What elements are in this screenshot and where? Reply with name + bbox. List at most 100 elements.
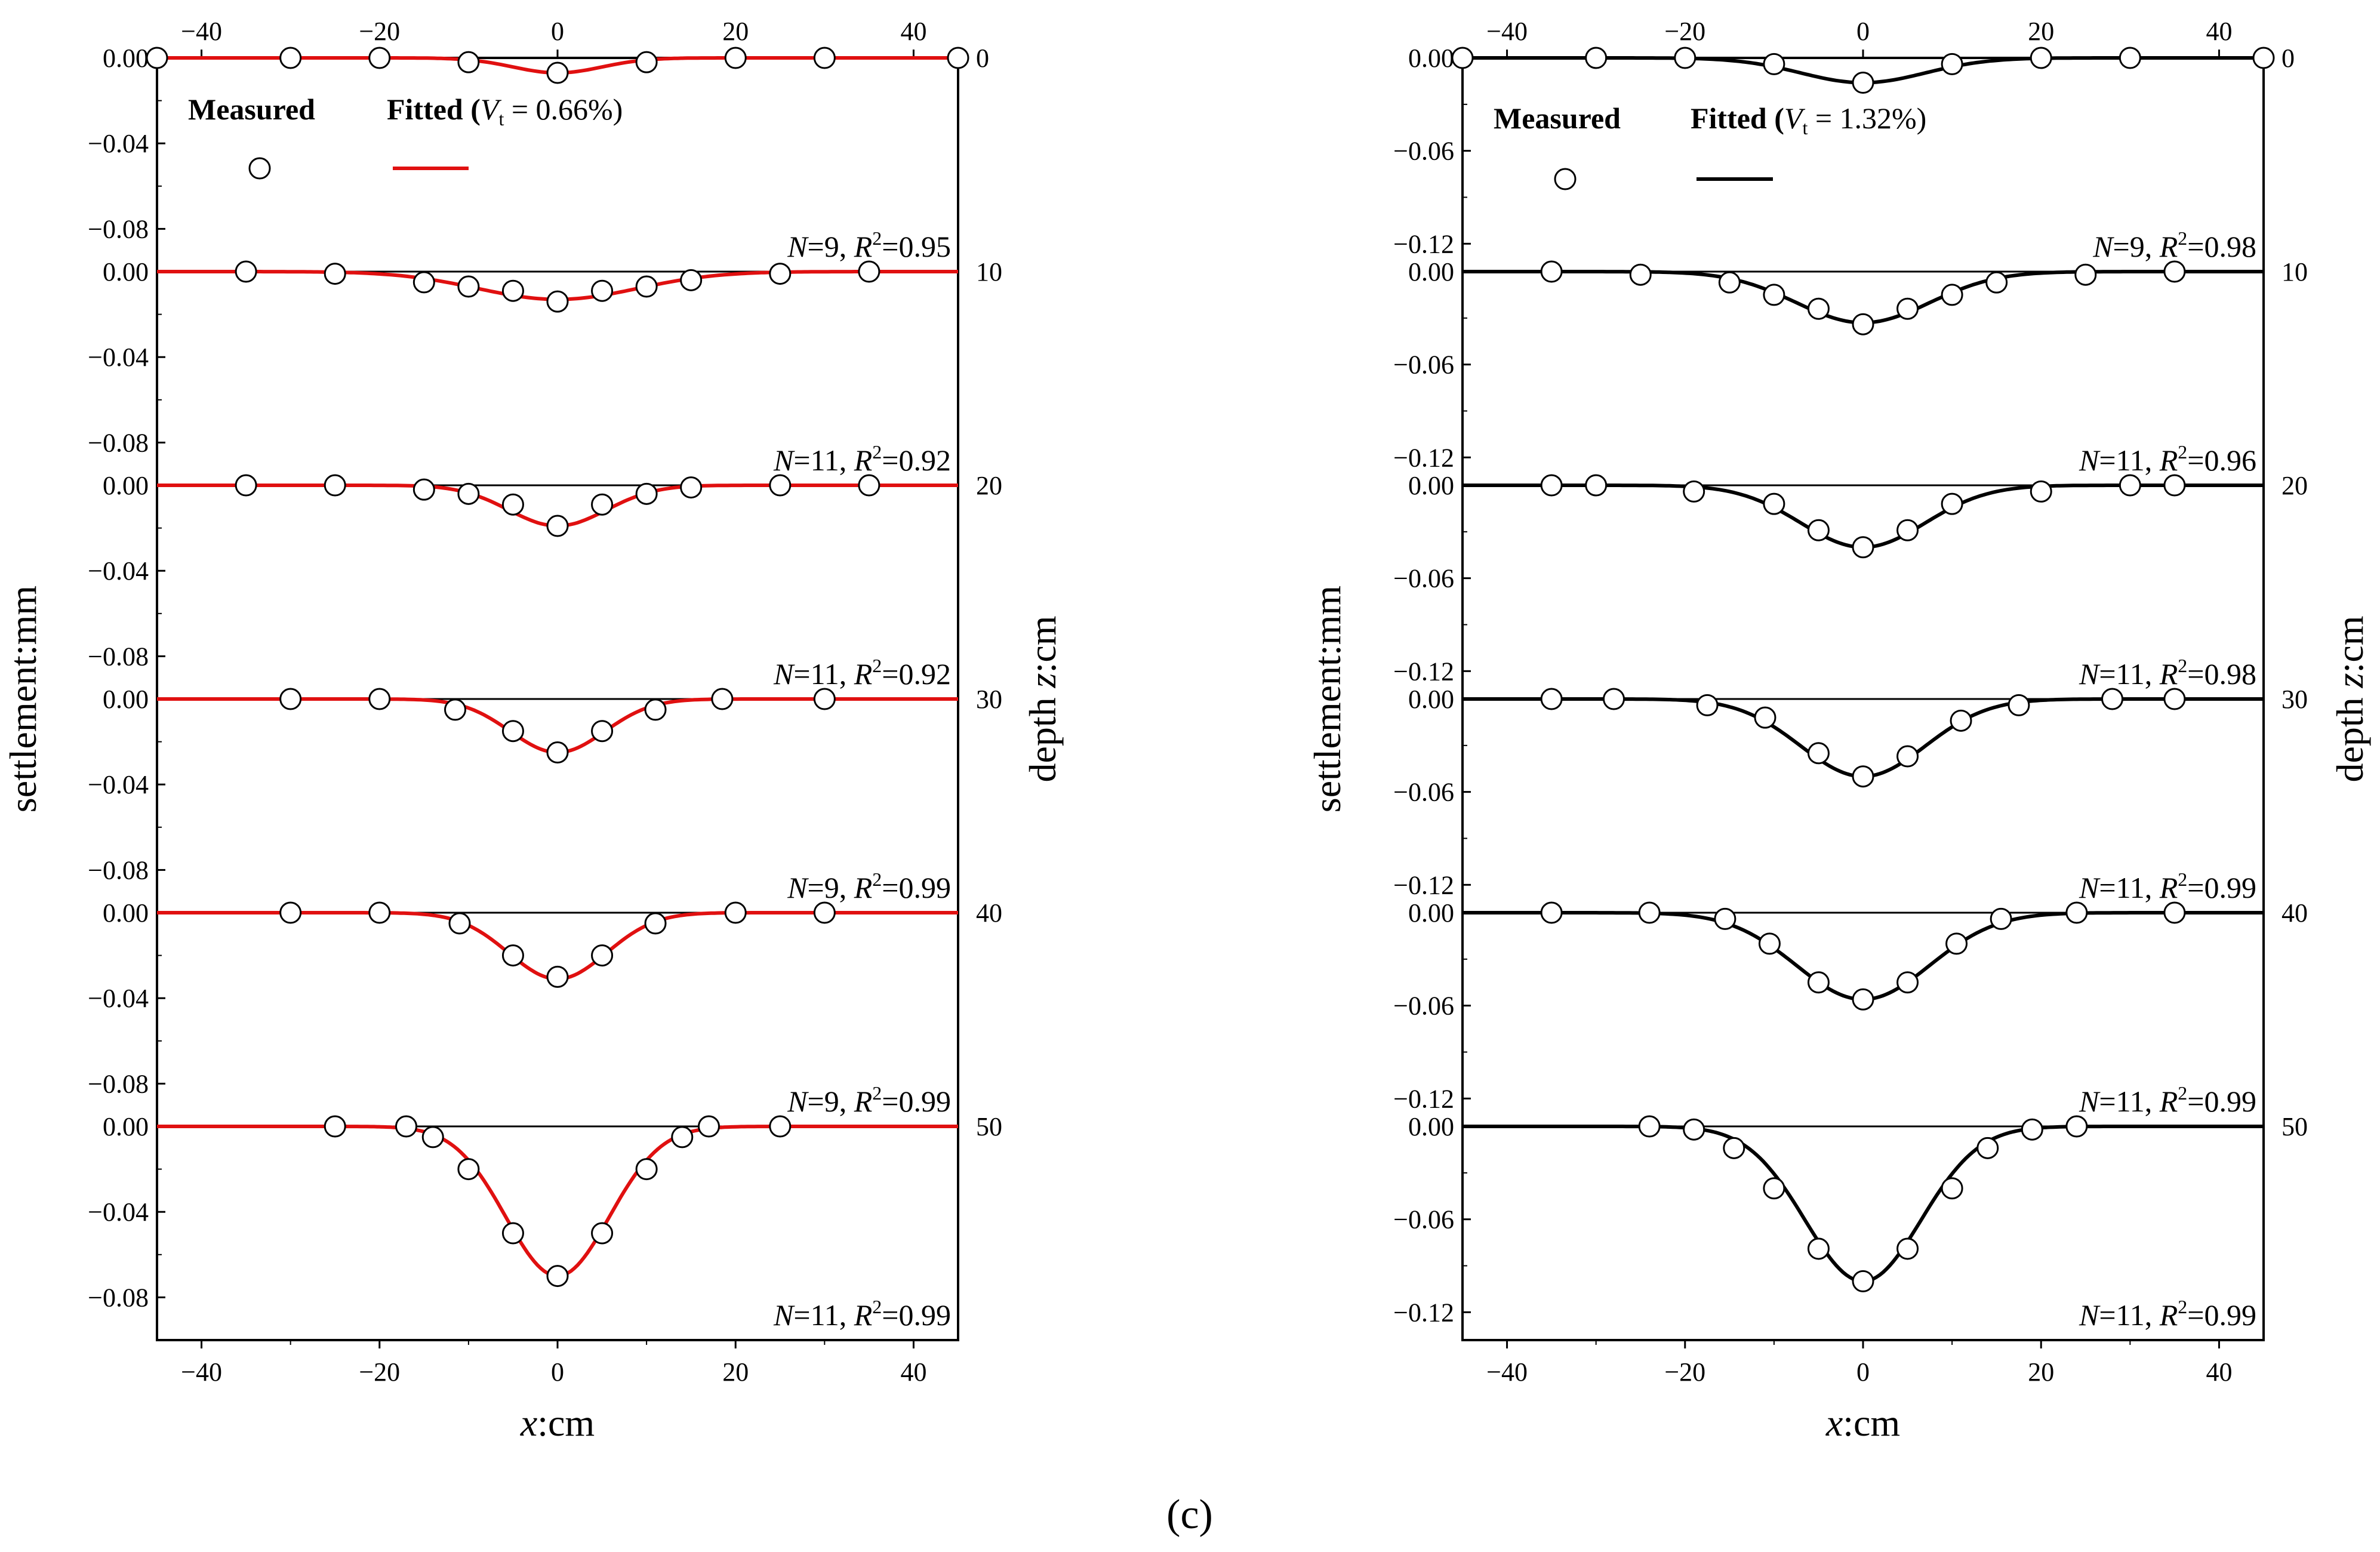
left-measured-point — [711, 688, 734, 710]
right-measured-point — [2163, 474, 2186, 497]
left-y-tick-label: 0.00 — [103, 44, 149, 73]
right-measured-point — [1696, 694, 1719, 716]
right-measured-point — [2021, 1118, 2043, 1141]
left-depth-axis-title: depth z:cm — [1021, 615, 1064, 782]
left-fit-annotation: N=9, R2=0.99 — [787, 869, 951, 904]
left-measured-point — [769, 474, 792, 497]
left-measured-point — [501, 279, 524, 302]
left-measured-point — [324, 474, 346, 497]
right-x-axis-title: x:cm — [1825, 1402, 1900, 1444]
left-measured-point — [501, 720, 524, 743]
right-measured-point — [1602, 688, 1625, 710]
right-y-tick-label: −0.06 — [1393, 137, 1454, 166]
left-measured-point — [546, 61, 569, 84]
left-measured-point — [813, 901, 836, 924]
right-measured-point — [1896, 519, 1919, 541]
right-measured-point — [1896, 745, 1919, 768]
right-subplot-row: 0.00 −0.06 −0.12 30 N=11, R2=0.99 — [1393, 685, 2308, 904]
right-measured-point — [2074, 263, 2097, 286]
left-y-tick-label: 0.00 — [103, 685, 149, 714]
right-subplot-row: 0.00 −0.06 −0.12 50 N=11, R2=0.99 — [1393, 1112, 2308, 1332]
right-subplot-row: 0.00 −0.06 −0.12 10 N=11, R2=0.96 — [1393, 257, 2308, 477]
right-measured-point — [1723, 1137, 1745, 1159]
right-measured-point — [2252, 47, 2275, 69]
left-measured-point — [813, 688, 836, 710]
right-measured-point — [1852, 765, 1874, 788]
left-fit-annotation: N=9, R2=0.99 — [787, 1082, 951, 1118]
right-panel: −40 −40 −20 −20 0 0 20 20 40 40 x:cm settlement:mm d… — [1306, 17, 2371, 1444]
right-measured-point — [1852, 536, 1874, 559]
right-bottom-x-tick-label: −40 — [1486, 1357, 1528, 1387]
figure-caption: (c) — [1166, 1492, 1213, 1538]
left-y-tick-label: −0.08 — [88, 855, 149, 885]
left-measured-point — [501, 1222, 524, 1245]
right-fit-annotation: N=9, R2=0.98 — [2092, 227, 2256, 263]
left-depth-tick-label: 50 — [976, 1112, 1002, 1141]
right-measured-point — [1852, 72, 1874, 94]
left-y-tick-label: 0.00 — [103, 257, 149, 287]
left-measured-point — [146, 47, 168, 69]
left-y-tick-label: −0.08 — [88, 1283, 149, 1312]
left-measured-point — [546, 290, 569, 313]
left-fit-annotation: N=11, R2=0.99 — [773, 1296, 951, 1332]
left-bottom-x-tick-label: 0 — [551, 1357, 564, 1387]
right-y-tick-label: −0.12 — [1393, 229, 1454, 258]
left-measured-point — [644, 912, 667, 935]
right-y-tick-label: 0.00 — [1408, 257, 1454, 287]
left-fit-annotation: N=11, R2=0.92 — [773, 441, 951, 477]
left-subplot-row: 0.00 −0.04 −0.08 20 N=11, R2=0.92 — [88, 471, 1002, 691]
left-legend-measured-label: Measured — [188, 93, 315, 126]
right-bottom-x-tick-label: −20 — [1664, 1357, 1705, 1387]
right-measured-point — [1683, 1118, 1705, 1141]
left-measured-point — [501, 944, 524, 967]
right-measured-point — [2163, 688, 2186, 710]
right-measured-point — [2119, 474, 2141, 497]
right-y-tick-label: −0.12 — [1393, 1084, 1454, 1113]
right-bottom-x-tick-label: 20 — [2028, 1357, 2054, 1387]
left-measured-point — [635, 1158, 658, 1181]
left-measured-point — [591, 944, 614, 967]
right-bottom-x-tick-label: 40 — [2206, 1357, 2232, 1387]
left-legend: Measured Fitted (Vt = 0.66%) — [188, 93, 623, 180]
right-measured-point — [2065, 901, 2088, 924]
left-measured-point — [457, 275, 480, 298]
right-measured-point — [1714, 907, 1736, 930]
right-y-tick-label: 0.00 — [1408, 471, 1454, 500]
left-measured-point — [635, 51, 658, 73]
left-measured-point — [235, 474, 257, 497]
right-y-tick-label: 0.00 — [1408, 44, 1454, 73]
left-subplot-row: 0.00 −0.04 −0.08 0 N=9, R2=0.95 — [88, 44, 989, 263]
right-subplot-row: 0.00 −0.06 −0.12 0 N=9, R2=0.98 — [1393, 44, 2295, 263]
right-measured-point — [1585, 474, 1608, 497]
left-measured-point — [546, 1265, 569, 1288]
right-measured-point — [2030, 480, 2052, 503]
left-y-axis-title: settlement:mm — [2, 586, 44, 812]
right-fit-annotation: N=11, R2=0.99 — [2079, 1082, 2256, 1118]
left-bottom-x-tick-label: −20 — [359, 1357, 400, 1387]
right-measured-point — [1941, 1177, 1963, 1200]
left-y-tick-label: 0.00 — [103, 471, 149, 500]
left-y-tick-label: 0.00 — [103, 1112, 149, 1141]
left-top-x-tick-label: 0 — [551, 17, 564, 46]
left-measured-point — [671, 1126, 694, 1148]
right-measured-point — [1758, 932, 1781, 955]
right-fit-annotation: N=11, R2=0.99 — [2079, 869, 2256, 904]
right-measured-point — [1585, 47, 1608, 69]
right-measured-point — [1540, 901, 1563, 924]
left-measured-point — [724, 901, 747, 924]
left-legend-measured-marker — [248, 157, 271, 180]
left-measured-point — [724, 47, 747, 69]
right-measured-point — [2030, 47, 2052, 69]
left-measured-point — [591, 279, 614, 302]
left-measured-point — [591, 1222, 614, 1245]
left-measured-point — [457, 51, 480, 73]
right-top-x-tick-label: 0 — [1856, 17, 1870, 46]
left-y-tick-label: −0.04 — [88, 556, 149, 586]
left-measured-point — [368, 901, 391, 924]
left-y-tick-label: −0.04 — [88, 1197, 149, 1227]
left-y-tick-label: −0.04 — [88, 984, 149, 1013]
left-y-tick-label: −0.08 — [88, 1069, 149, 1098]
left-measured-point — [421, 1126, 444, 1148]
right-measured-point — [1807, 1237, 1830, 1260]
left-measured-point — [813, 47, 836, 69]
